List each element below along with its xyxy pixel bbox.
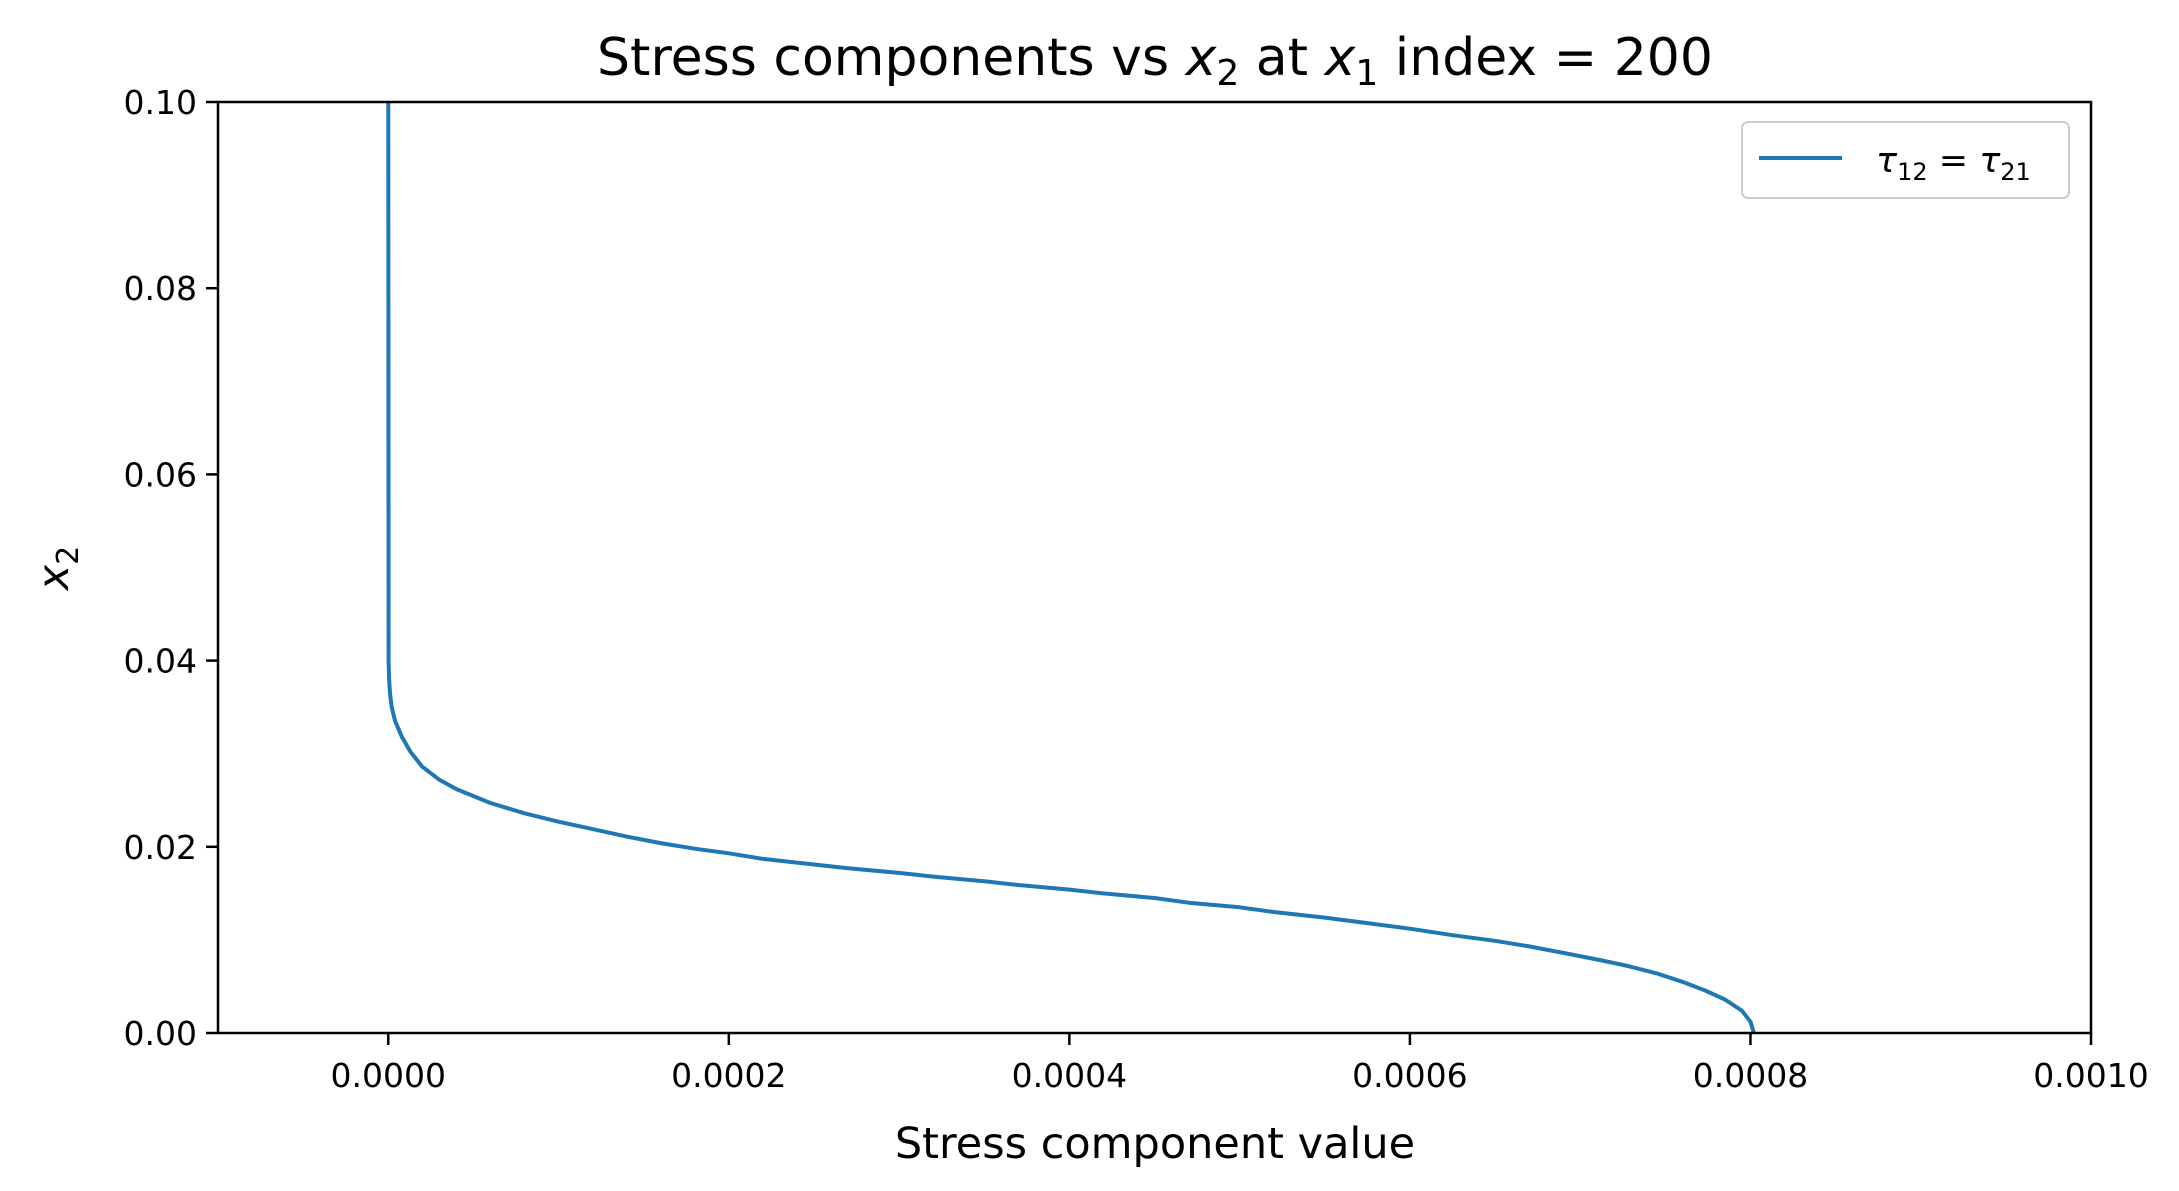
x-tick-label: 0.0010 (2033, 1056, 2148, 1095)
y-tick-label: 0.08 (124, 269, 197, 308)
legend: τ12 = τ21 (1741, 121, 2070, 199)
x-tick-label: 0.0004 (1012, 1056, 1127, 1095)
legend-frame (1741, 121, 2070, 199)
x-tick-label: 0.0008 (1693, 1056, 1808, 1095)
x-tick-label: 0.0002 (671, 1056, 786, 1095)
x-tick-label: 0.0000 (331, 1056, 446, 1095)
x-tick-label: 0.0006 (1352, 1056, 1467, 1095)
series-line-tau12 (386, 101, 1756, 1034)
axes-frame (216, 100, 2093, 1035)
x-axis: 0.0000 0.0002 0.0004 0.0006 0.0008 0.0010 (331, 1033, 2149, 1095)
chart-title: Stress components vs x2 at x1 index = 20… (597, 28, 1713, 94)
y-axis: 0.00 0.02 0.04 0.06 0.08 0.10 (124, 83, 218, 1053)
y-tick-label: 0.00 (124, 1014, 197, 1053)
legend-label-tau: τ12 = τ21 (1876, 141, 2031, 186)
plot-area (216, 100, 2093, 1035)
y-tick-label: 0.04 (124, 642, 197, 681)
y-tick-label: 0.10 (124, 83, 197, 122)
y-tick-label: 0.02 (124, 828, 197, 867)
y-axis-label: x2 (29, 546, 86, 593)
x-axis-label: Stress component value (895, 1119, 1415, 1169)
y-tick-label: 0.06 (124, 455, 197, 494)
series-layer (386, 101, 1756, 1034)
